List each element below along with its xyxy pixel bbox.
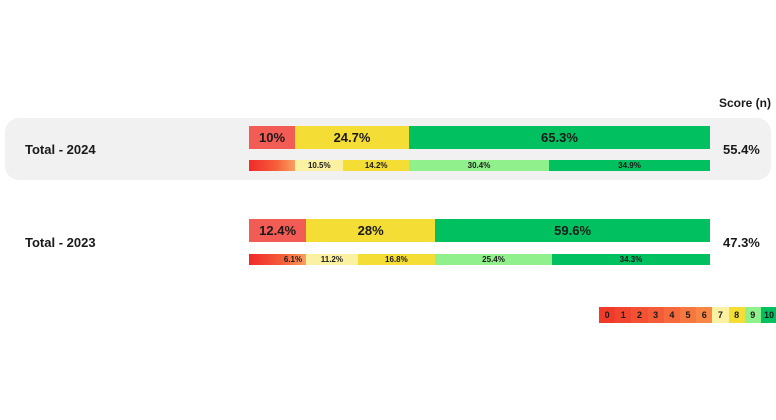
legend-cell-1: 1 — [615, 307, 632, 323]
legend-cell-0: 0 — [599, 307, 616, 323]
breakdown-segment-8: 16.8% — [357, 254, 436, 265]
legend-cell-6: 6 — [696, 307, 713, 323]
breakdown-segment-10: 34.9% — [549, 160, 710, 171]
legend-cell-10: 10 — [760, 307, 776, 323]
main-segment-promoters: 65.3% — [408, 126, 710, 149]
breakdown-segment-0-6: 6.1% — [249, 254, 307, 265]
row-label-0: Total - 2024 — [25, 142, 96, 157]
breakdown-segment-9: 25.4% — [435, 254, 552, 265]
breakdown-segment-7: 11.2% — [306, 254, 358, 265]
row-label-1: Total - 2023 — [25, 235, 96, 250]
main-bar-0: 10% 24.7% 65.3% — [249, 126, 710, 149]
main-segment-promoters: 59.6% — [435, 219, 710, 242]
legend-cell-4: 4 — [663, 307, 680, 323]
legend-cell-9: 9 — [744, 307, 761, 323]
score-legend: 0 1 2 3 4 5 6 7 8 9 10 — [599, 307, 776, 323]
main-segment-detractors: 10% — [249, 126, 296, 149]
breakdown-segment-8: 14.2% — [343, 160, 409, 171]
main-bar-1: 12.4% 28% 59.6% — [249, 219, 710, 242]
main-segment-passives: 24.7% — [295, 126, 409, 149]
legend-cell-5: 5 — [679, 307, 697, 323]
legend-cell-8: 8 — [728, 307, 745, 323]
breakdown-segment-10: 34.3% — [552, 254, 710, 265]
legend-cell-3: 3 — [647, 307, 664, 323]
legend-cell-7: 7 — [712, 307, 729, 323]
row-score-1: 47.3% — [723, 235, 760, 250]
main-segment-passives: 28% — [306, 219, 436, 242]
main-segment-detractors: 12.4% — [249, 219, 307, 242]
row-score-0: 55.4% — [723, 142, 760, 157]
breakdown-bar-0: 10.5% 14.2% 30.4% 34.9% — [249, 160, 710, 171]
score-header: Score (n) — [718, 96, 771, 110]
breakdown-segment-0-6 — [249, 160, 296, 171]
breakdown-segment-9: 30.4% — [408, 160, 550, 171]
legend-cell-2: 2 — [631, 307, 648, 323]
breakdown-bar-1: 6.1% 11.2% 16.8% 25.4% 34.3% — [249, 254, 710, 265]
breakdown-segment-7: 10.5% — [295, 160, 344, 171]
